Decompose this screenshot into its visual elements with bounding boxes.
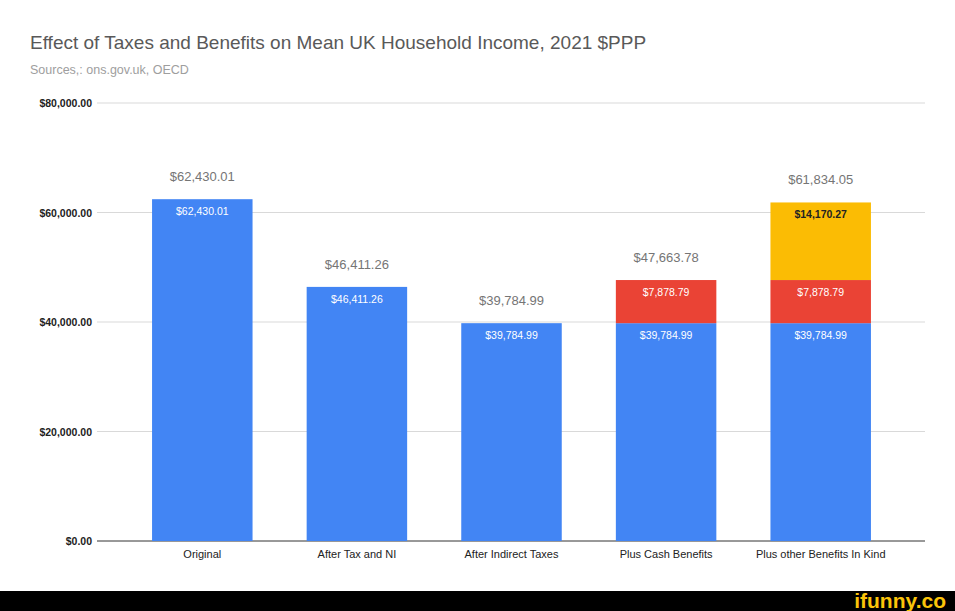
data-label: $39,784.99: [485, 329, 538, 341]
x-tick-label: Original: [183, 548, 221, 560]
bar: [616, 280, 716, 323]
bar: [152, 199, 252, 541]
subtitle: Sources,: ons.gov.uk, OECD: [30, 63, 189, 77]
y-tick-label: $20,000.00: [39, 426, 92, 438]
x-tick-label: After Tax and NI: [318, 548, 397, 560]
data-label: $14,170.27: [794, 208, 847, 220]
y-tick-label: $60,000.00: [39, 207, 92, 219]
total-label: $47,663.78: [634, 250, 699, 265]
bar: [461, 323, 561, 541]
bar: [616, 323, 716, 541]
y-tick-label: $80,000.00: [39, 97, 92, 109]
title: Effect of Taxes and Benefits on Mean UK …: [30, 32, 646, 53]
watermark: ifunny.co: [854, 589, 946, 611]
data-label: $39,784.99: [640, 329, 693, 341]
y-axis: $0.00 $20,000.00 $40,000.00 $60,000.00 $80,0…: [39, 97, 925, 547]
x-axis: Original After Tax and NI After Indirect T…: [183, 548, 885, 560]
total-label: $61,834.05: [788, 172, 853, 187]
data-label: $46,411.26: [331, 293, 383, 305]
x-tick-label: After Indirect Taxes: [465, 548, 559, 560]
total-label: $46,411.26: [325, 257, 389, 272]
total-label: $62,430.01: [170, 169, 235, 184]
grid-line: [97, 103, 925, 104]
watermark-strip: [0, 591, 955, 611]
y-tick-label: $0.00: [66, 535, 92, 547]
data-label: $39,784.99: [794, 329, 847, 341]
chart: Effect of Taxes and Benefits on Mean UK …: [0, 0, 955, 611]
x-tick-label: Plus other Benefits In Kind: [756, 548, 886, 560]
bar: [770, 323, 870, 541]
data-labels: $62,430.01 $46,411.26 $39,784.99 $39,784.99…: [170, 169, 853, 341]
bars: [152, 199, 871, 541]
x-tick-label: Plus Cash Benefits: [620, 548, 713, 560]
y-tick-label: $40,000.00: [39, 316, 92, 328]
total-label: $39,784.99: [479, 293, 544, 308]
data-label: $7,878.79: [797, 286, 844, 298]
bar: [770, 202, 870, 280]
bar: [307, 287, 407, 541]
bar: [770, 280, 870, 323]
data-label: $62,430.01: [176, 205, 229, 217]
data-label: $7,878.79: [643, 286, 690, 298]
